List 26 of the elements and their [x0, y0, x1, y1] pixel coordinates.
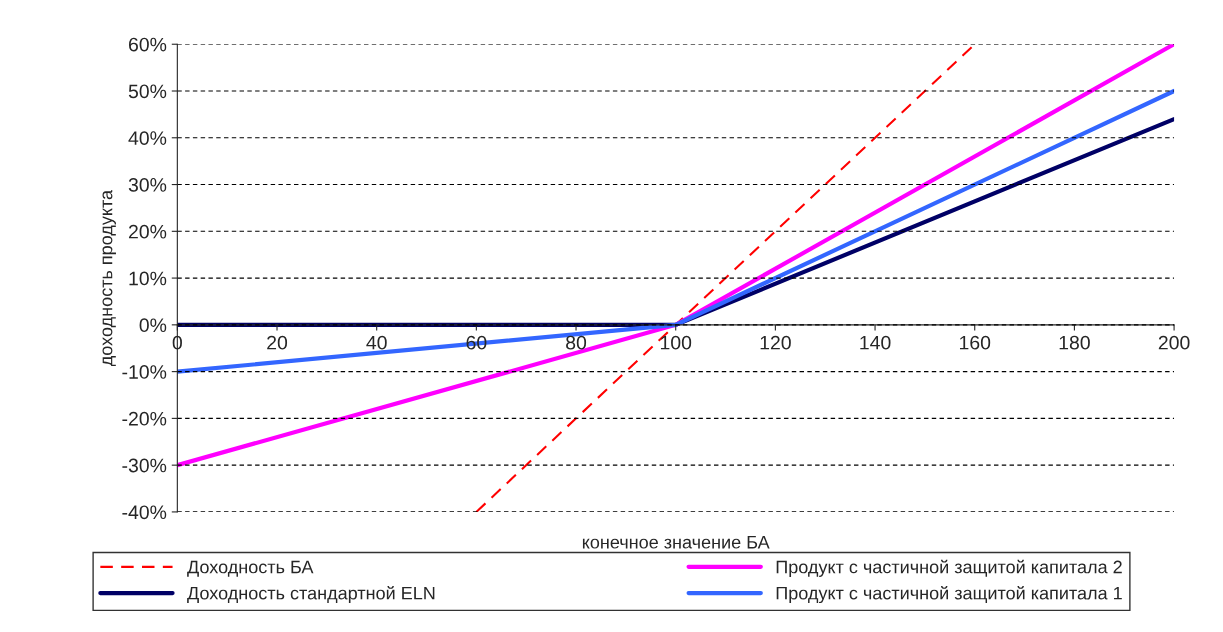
x-tick-label: 120 [760, 335, 791, 350]
y-tick-label: 60% [128, 37, 167, 52]
x-tick-label: 40 [366, 335, 387, 350]
legend-label: Доходность стандартной ELN [187, 585, 435, 604]
x-axis-title: конечное значение БА [582, 535, 770, 549]
legend-label: Продукт с частичной защитой капитала 2 [776, 559, 1122, 577]
y-tick-label: 30% [128, 178, 167, 192]
y-tick-label: -40% [122, 505, 167, 520]
y-tick-label: 50% [128, 84, 167, 99]
x-tick-label: 180 [1059, 335, 1090, 350]
x-tick-label: 80 [566, 335, 587, 350]
y-tick-label: 0% [139, 318, 167, 333]
legend-label: Доходность БА [187, 560, 314, 577]
x-tick-label: 100 [660, 335, 692, 350]
y-axis-title: доходность продукта [102, 189, 116, 367]
y-tick-label: -30% [122, 458, 167, 473]
x-tick-label: 160 [959, 335, 991, 350]
x-tick-label: 20 [267, 335, 288, 350]
x-tick-label: 140 [860, 335, 891, 350]
y-tick-label: 40% [128, 131, 167, 146]
legend-label: Продукт с частичной защитой капитала 1 [776, 585, 1122, 604]
y-tick-label: -20% [122, 411, 167, 426]
x-tick-label: 200 [1158, 335, 1190, 350]
y-tick-label: -10% [122, 365, 167, 379]
y-tick-label: 10% [129, 271, 167, 286]
y-tick-label: 20% [128, 224, 167, 239]
